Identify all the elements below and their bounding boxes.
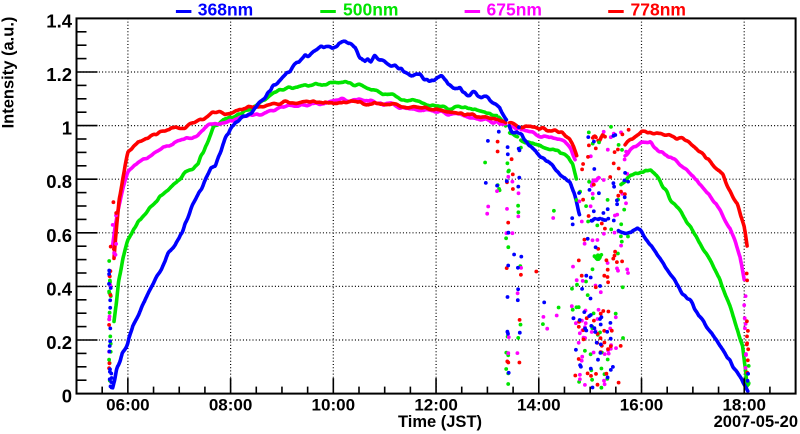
svg-text:Time (JST): Time (JST) <box>398 413 482 431</box>
svg-text:14:00: 14:00 <box>517 396 560 415</box>
svg-text:08:00: 08:00 <box>209 396 252 415</box>
svg-text:1.2: 1.2 <box>46 64 72 85</box>
svg-text:0.6: 0.6 <box>46 225 72 246</box>
svg-text:10:00: 10:00 <box>312 396 355 415</box>
svg-text:1.4: 1.4 <box>46 10 72 31</box>
svg-text:675nm: 675nm <box>487 0 542 20</box>
svg-text:06:00: 06:00 <box>106 396 149 415</box>
svg-text:0.2: 0.2 <box>46 332 72 353</box>
svg-text:Intensity (a.u.): Intensity (a.u.) <box>0 17 18 129</box>
svg-text:368nm: 368nm <box>198 0 253 20</box>
svg-text:1: 1 <box>62 118 72 139</box>
svg-text:0.8: 0.8 <box>46 171 72 192</box>
svg-text:18:00: 18:00 <box>722 396 765 415</box>
svg-text:12:00: 12:00 <box>414 396 457 415</box>
svg-text:2007-05-20: 2007-05-20 <box>714 413 798 431</box>
svg-text:500nm: 500nm <box>343 0 398 20</box>
svg-text:0.4: 0.4 <box>46 278 72 299</box>
svg-text:16:00: 16:00 <box>620 396 663 415</box>
svg-text:778nm: 778nm <box>631 0 686 20</box>
svg-text:0: 0 <box>62 386 72 407</box>
